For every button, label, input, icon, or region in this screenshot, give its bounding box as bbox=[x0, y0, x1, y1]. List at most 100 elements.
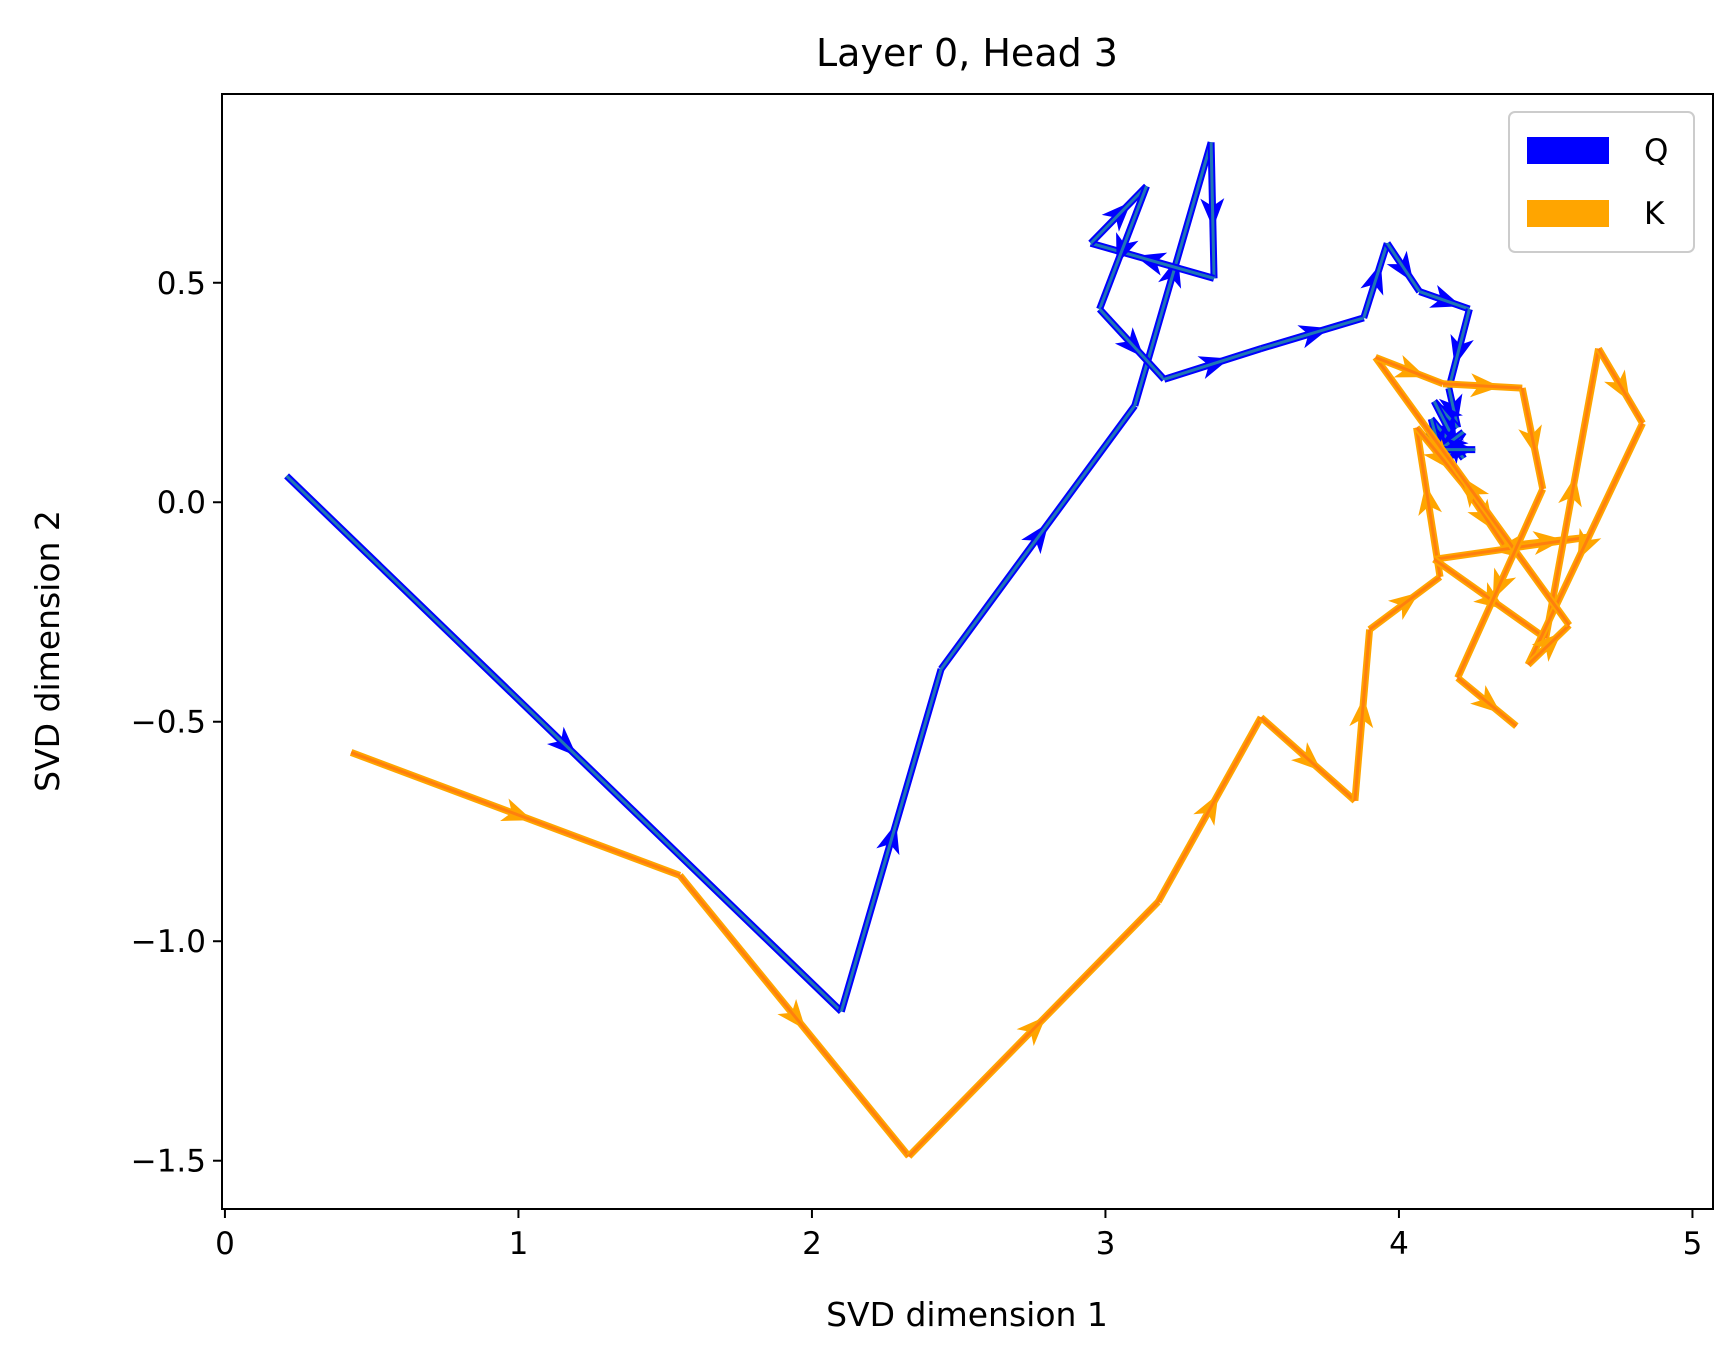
y-axis: 0.5 0.0 −0.5 −1.0 −1.5 bbox=[131, 266, 222, 1180]
arrow-head bbox=[1492, 567, 1517, 600]
arrow-k-6 bbox=[1367, 574, 1443, 633]
trajectory-line bbox=[1098, 308, 1166, 381]
arrow-k-5 bbox=[1349, 629, 1374, 802]
trajectory-line bbox=[907, 900, 1160, 1158]
x-axis-label: SVD dimension 1 bbox=[826, 1295, 1108, 1334]
y-tick-label: 0.5 bbox=[157, 266, 206, 302]
arrow-head bbox=[500, 798, 533, 821]
arrow-k-18 bbox=[1374, 354, 1445, 387]
y-tick-label: −1.0 bbox=[131, 924, 206, 960]
y-axis-label: SVD dimension 2 bbox=[28, 510, 67, 792]
arrow-head bbox=[1558, 475, 1582, 508]
trajectory-line bbox=[1415, 426, 1465, 486]
x-tick-label: 0 bbox=[215, 1226, 235, 1262]
trajectory-line bbox=[1089, 185, 1148, 245]
trajectory-line bbox=[1442, 382, 1523, 390]
trajectory-line bbox=[939, 404, 1137, 670]
arrow-k-8 bbox=[1413, 425, 1467, 487]
legend-swatch-k bbox=[1527, 200, 1609, 227]
trajectory-line bbox=[1418, 290, 1470, 311]
arrow-q-14 bbox=[1445, 308, 1474, 389]
trajectory-line bbox=[1520, 387, 1545, 490]
trajectory-line bbox=[1209, 142, 1216, 279]
legend-label-k: K bbox=[1644, 196, 1665, 232]
x-tick-label: 1 bbox=[509, 1226, 529, 1262]
x-axis: 0 1 2 3 4 5 bbox=[215, 1209, 1702, 1262]
plot-frame bbox=[221, 93, 1714, 1210]
trajectory-line bbox=[1098, 185, 1148, 310]
arrow-k-15 bbox=[1524, 421, 1646, 667]
trajectory-line bbox=[1156, 716, 1263, 903]
arrow-head bbox=[1418, 484, 1442, 516]
trajectory-line bbox=[1090, 241, 1215, 280]
arrow-head bbox=[1518, 424, 1542, 457]
arrow-q-9 bbox=[1163, 345, 1263, 383]
trajectory-line bbox=[1362, 242, 1389, 319]
arrow-head bbox=[1193, 793, 1219, 826]
arrow-k-21 bbox=[1454, 487, 1546, 680]
arrow-q-4 bbox=[1200, 142, 1225, 279]
x-tick-label: 2 bbox=[802, 1226, 822, 1262]
trajectory-line bbox=[1368, 575, 1441, 631]
arrow-k-3 bbox=[1155, 715, 1265, 904]
trajectory-line bbox=[1544, 348, 1601, 639]
series-layer bbox=[284, 141, 1646, 1159]
trajectory-line bbox=[350, 751, 681, 877]
arrow-q-10 bbox=[1260, 314, 1365, 352]
arrow-q-0 bbox=[284, 473, 844, 1014]
trajectory-line bbox=[1527, 624, 1571, 666]
arrow-k-20 bbox=[1518, 387, 1547, 490]
arrow-q-6 bbox=[1088, 183, 1150, 246]
x-tick-label: 3 bbox=[1096, 1226, 1116, 1262]
arrow-k-0 bbox=[349, 749, 682, 879]
trajectory-line bbox=[1374, 355, 1444, 386]
series-k bbox=[349, 346, 1646, 1159]
arrow-head bbox=[1116, 232, 1139, 265]
arrow-q-11 bbox=[1360, 242, 1391, 319]
trajectory-line bbox=[1260, 716, 1356, 802]
arrow-k-16 bbox=[1525, 622, 1572, 668]
arrow-k-14 bbox=[1595, 346, 1646, 426]
trajectory-line bbox=[1456, 488, 1545, 679]
trajectory-line bbox=[1385, 242, 1421, 293]
series-q bbox=[284, 141, 1476, 1014]
arrow-q-12 bbox=[1384, 241, 1423, 294]
arrow-q-8 bbox=[1097, 306, 1167, 382]
arrow-k-22 bbox=[1455, 675, 1519, 729]
trajectory-line bbox=[678, 874, 910, 1158]
arrow-k-7 bbox=[1413, 427, 1444, 578]
trajectory-line bbox=[1415, 427, 1442, 578]
arrow-q-2 bbox=[938, 403, 1138, 672]
arrow-k-19 bbox=[1442, 373, 1523, 398]
arrow-k-4 bbox=[1258, 714, 1358, 804]
arrow-k-1 bbox=[677, 873, 912, 1159]
legend: QK bbox=[1508, 111, 1695, 253]
trajectory-line bbox=[1447, 308, 1471, 389]
y-tick-label: −1.5 bbox=[131, 1144, 206, 1180]
x-tick-label: 4 bbox=[1389, 1226, 1409, 1262]
y-tick-label: −0.5 bbox=[131, 705, 206, 741]
trajectory-line bbox=[1374, 356, 1571, 627]
arrow-head bbox=[1577, 528, 1602, 561]
trajectory-line bbox=[839, 668, 943, 1012]
trajectory-line bbox=[285, 474, 843, 1013]
trajectory-line bbox=[1456, 676, 1518, 728]
chart-title: Layer 0, Head 3 bbox=[816, 31, 1118, 75]
trajectory-line bbox=[1260, 316, 1365, 351]
arrow-q-13 bbox=[1418, 285, 1471, 313]
x-tick-label: 5 bbox=[1683, 1226, 1703, 1262]
arrow-q-1 bbox=[837, 668, 945, 1013]
arrow-q-5 bbox=[1089, 239, 1216, 282]
trajectory-line bbox=[1526, 422, 1644, 666]
arrow-k-13 bbox=[1542, 347, 1602, 639]
legend-swatch-q bbox=[1527, 137, 1609, 164]
arrow-k-2 bbox=[906, 899, 1161, 1159]
trajectory-line bbox=[1597, 347, 1644, 424]
trajectory-line bbox=[1163, 347, 1262, 381]
y-tick-label: 0.0 bbox=[157, 485, 206, 521]
trajectory-line bbox=[1353, 629, 1372, 801]
arrow-k-17 bbox=[1372, 355, 1573, 628]
arrow-head bbox=[1393, 355, 1426, 378]
